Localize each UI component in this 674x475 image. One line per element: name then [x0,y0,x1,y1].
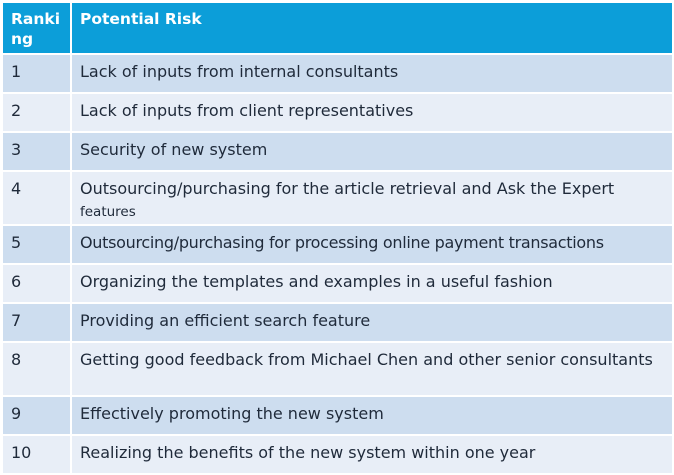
risk-cell: Outsourcing/purchasing for processing on… [70,224,674,265]
table-row: 6 Organizing the templates and examples … [1,263,674,304]
rank-cell: 4 [1,170,72,226]
table-row: 5 Outsourcing/purchasing for processing … [1,224,674,265]
table-row: 2 Lack of inputs from client representat… [1,92,674,133]
rank-cell: 3 [1,131,72,172]
rank-cell: 7 [1,302,72,343]
rank-cell: 1 [1,53,72,94]
risk-cell: Security of new system [70,131,674,172]
table-row: 1 Lack of inputs from internal consultan… [1,53,674,94]
table-row: 7 Providing an efficient search feature [1,302,674,343]
rank-cell: 5 [1,224,72,265]
risk-cell-text: Outsourcing/purchasing for the article r… [80,179,615,198]
header-potential-risk: Potential Risk [70,1,674,55]
risk-cell: Lack of inputs from client representativ… [70,92,674,133]
rank-cell: 6 [1,263,72,304]
risk-cell: Outsourcing/purchasing for the article r… [70,170,674,226]
header-ranking: Ranking [1,1,72,55]
rank-cell: 10 [1,434,72,475]
risk-cell: Getting good feedback from Michael Chen … [70,341,674,397]
rank-cell: 9 [1,395,72,436]
table-row: 8 Getting good feedback from Michael Che… [1,341,674,397]
table-row: 4 Outsourcing/purchasing for the article… [1,170,674,226]
table-header-row: Ranking Potential Risk [1,1,674,55]
rank-cell: 2 [1,92,72,133]
table-row: 3 Security of new system [1,131,674,172]
rank-cell: 8 [1,341,72,397]
risk-cell: Organizing the templates and examples in… [70,263,674,304]
risk-cell: Providing an efficient search feature [70,302,674,343]
risk-cell: Lack of inputs from internal consultants [70,53,674,94]
table-row: 10 Realizing the benefits of the new sys… [1,434,674,475]
risk-cell-text-continued: features [80,204,136,220]
risk-cell: Realizing the benefits of the new system… [70,434,674,475]
table-row: 9 Effectively promoting the new system [1,395,674,436]
risk-cell: Effectively promoting the new system [70,395,674,436]
